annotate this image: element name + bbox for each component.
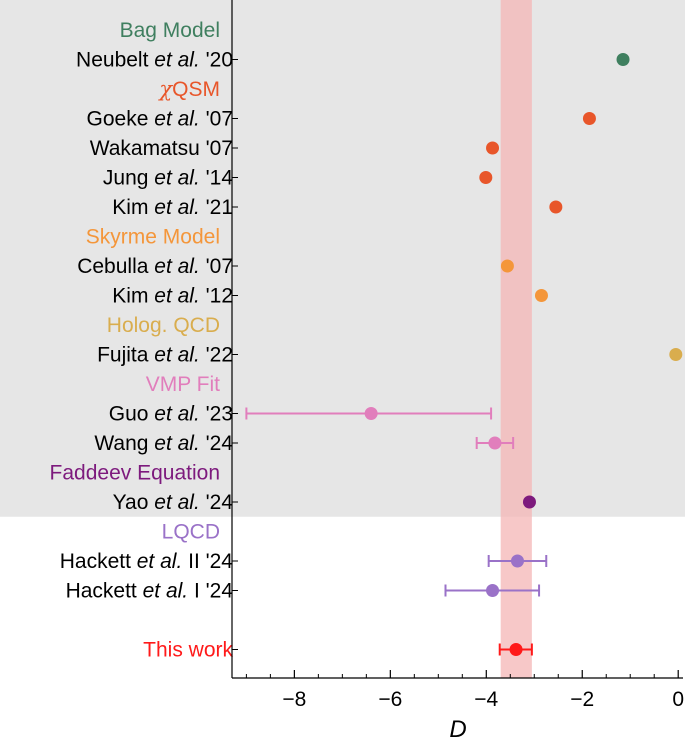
x-tick-label: −8 (282, 688, 306, 711)
group-label-text: VMP Fit (146, 373, 220, 396)
data-point (522, 495, 536, 509)
data-point (510, 554, 524, 568)
row-label-etal: et al. (137, 550, 183, 573)
row-label-author: Hackett (66, 580, 143, 603)
row-label-etal: et al. (154, 403, 200, 426)
row-label: Jung et al. '14 (103, 167, 233, 190)
row-label-author: Neubelt (76, 49, 154, 72)
data-point (364, 407, 378, 420)
group-label: Faddeev Equation (50, 462, 220, 485)
row-label-etal: et al. (154, 196, 200, 219)
group-label: LQCD (162, 521, 220, 544)
background-layer (0, 0, 685, 517)
group-label: χQSM (157, 77, 220, 101)
row-label-author: Cebulla (77, 255, 154, 278)
row-label-year: '24 (200, 491, 234, 514)
row-label-etal: et al. (154, 344, 200, 367)
data-point (549, 200, 563, 214)
group-label-text: QSM (172, 78, 220, 101)
row-label: Kim et al. '21 (112, 196, 233, 219)
data-point (616, 53, 630, 66)
row-label: This work (143, 639, 233, 662)
row-label-author: Kim (112, 285, 154, 308)
row-label-etal: et al. (154, 491, 200, 514)
row-label-etal: et al. (154, 432, 200, 455)
x-axis-label: D (449, 716, 466, 743)
row-label-etal: et al. (154, 108, 200, 131)
row-label: Cebulla et al. '07 (77, 255, 233, 278)
row-label-author: Wakamatsu '07 (90, 137, 233, 160)
row-label-author: Wang (94, 432, 154, 455)
row-label: Kim et al. '12 (112, 285, 233, 308)
row-label-etal: et al. (154, 49, 200, 72)
data-point (479, 171, 493, 184)
row-label-year: '07 (200, 255, 233, 278)
row-label: Guo et al. '23 (109, 403, 233, 426)
row-label-etal: et al. (154, 285, 200, 308)
row-label-year: '12 (200, 285, 233, 308)
row-label-year: '22 (200, 344, 233, 367)
x-tick-label: 0 (672, 688, 684, 711)
row-label: Hackett et al. I '24 (66, 580, 234, 603)
row-label: Hackett et al. II '24 (60, 550, 234, 573)
data-point (486, 584, 500, 597)
row-label-year: '21 (200, 196, 233, 219)
data-point (534, 289, 548, 302)
group-label-text: Bag Model (120, 19, 220, 42)
row-label: Goeke et al. '07 (87, 108, 233, 131)
row-label-year: I '24 (188, 580, 233, 603)
band-layer (500, 0, 532, 678)
data-point (669, 348, 683, 361)
data-point (500, 259, 514, 273)
row-label-author: Jung (103, 167, 154, 190)
row-label: Neubelt et al. '20 (76, 49, 233, 72)
data-point (486, 141, 500, 155)
row-label-author: Fujita (97, 344, 154, 367)
group-label-prefix: χ (157, 77, 173, 101)
row-label-author: This work (143, 639, 233, 662)
data-point (582, 112, 596, 125)
row-label-author: Guo (109, 403, 155, 426)
group-label: Holog. QCD (107, 314, 220, 337)
row-label-etal: et al. (154, 255, 200, 278)
group-label-text: Holog. QCD (107, 314, 220, 337)
row-label-etal: et al. (154, 167, 200, 190)
data-point (509, 643, 523, 656)
x-tick-label: −4 (474, 688, 498, 711)
row-label-author: Goeke (87, 108, 155, 131)
x-tick-label: −2 (570, 688, 594, 711)
row-label-author: Yao (113, 491, 155, 514)
data-point (488, 436, 502, 450)
row-label-year: '20 (200, 49, 233, 72)
row-label-author: Hackett (60, 550, 137, 573)
x-axis: −8 −6 −4 −2 0 (231, 0, 684, 711)
row-label-year: '24 (200, 432, 234, 455)
row-label: Wakamatsu '07 (90, 137, 233, 160)
row-label-year: '23 (200, 403, 233, 426)
x-tick-label: −6 (378, 688, 402, 711)
row-label: Fujita et al. '22 (97, 344, 233, 367)
group-label-text: Faddeev Equation (50, 462, 220, 485)
row-label-year: '07 (200, 108, 233, 131)
row-label: Wang et al. '24 (94, 432, 233, 455)
shaded-region (0, 0, 685, 517)
group-label: Skyrme Model (86, 226, 220, 249)
row-label-etal: et al. (143, 580, 189, 603)
row-label-year: '14 (200, 167, 234, 190)
group-label: VMP Fit (146, 373, 220, 396)
group-label: Bag Model (120, 19, 220, 42)
uncertainty-band (500, 0, 532, 678)
row-label-year: II '24 (182, 550, 233, 573)
row-label-author: Kim (112, 196, 154, 219)
group-label-text: Skyrme Model (86, 226, 220, 249)
row-label: Yao et al. '24 (113, 491, 234, 514)
group-label-text: LQCD (162, 521, 220, 544)
